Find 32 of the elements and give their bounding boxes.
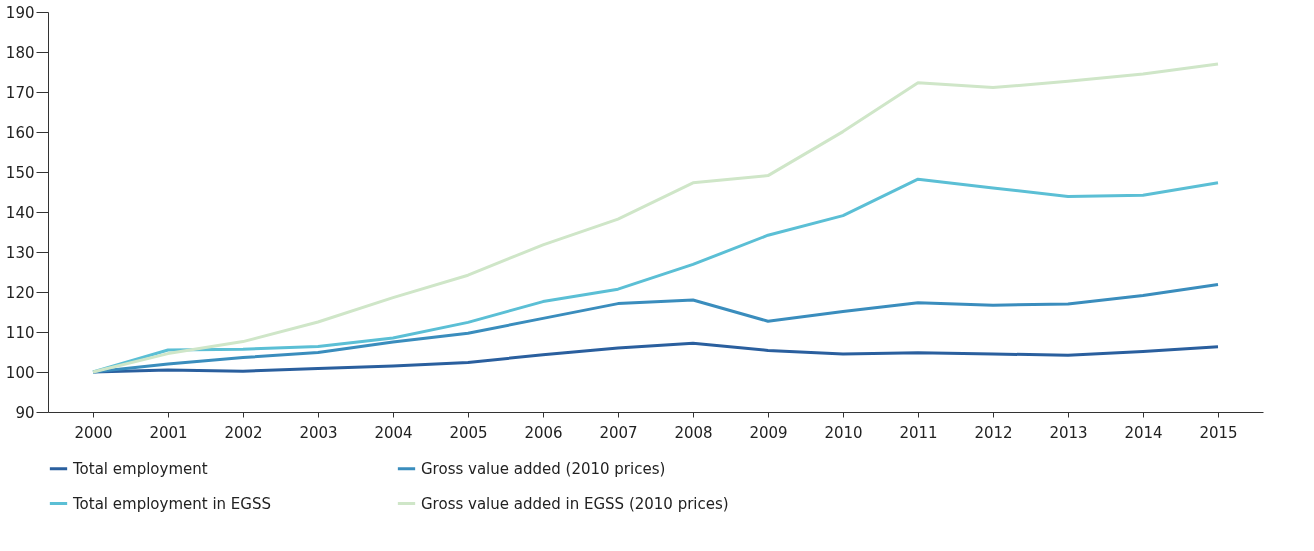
legend-label: Gross value added in EGSS (2010 prices) — [421, 494, 729, 513]
y-tick-label: 170 — [5, 83, 35, 102]
x-tick-label: 2012 — [974, 423, 1013, 442]
x-tick-label: 2006 — [524, 423, 563, 442]
y-tick-label: 120 — [5, 283, 35, 302]
legend-label: Total employment — [72, 459, 208, 478]
x-tick-label: 2013 — [1049, 423, 1088, 442]
y-tick-label: 160 — [5, 123, 35, 142]
x-tick-label: 2015 — [1199, 423, 1238, 442]
x-tick-label: 2008 — [674, 423, 713, 442]
x-tick-label: 2011 — [899, 423, 938, 442]
legend-label: Total employment in EGSS — [72, 494, 271, 513]
x-tick-label: 2001 — [149, 423, 188, 442]
x-tick-label: 2014 — [1124, 423, 1163, 442]
legend-label: Gross value added (2010 prices) — [421, 459, 666, 478]
y-tick-label: 100 — [5, 363, 35, 382]
x-tick-label: 2004 — [374, 423, 413, 442]
x-tick-label: 2000 — [74, 423, 113, 442]
x-tick-label: 2002 — [224, 423, 263, 442]
x-tick-label: 2003 — [299, 423, 338, 442]
x-tick-label: 2010 — [824, 423, 863, 442]
x-tick-label: 2007 — [599, 423, 638, 442]
y-tick-label: 140 — [5, 203, 35, 222]
x-tick-label: 2005 — [449, 423, 488, 442]
y-tick-label: 110 — [5, 323, 35, 342]
line-series — [91, 62, 1220, 374]
y-tick-label: 180 — [5, 43, 35, 62]
y-tick-label: 130 — [5, 243, 35, 262]
x-tick-label: 2009 — [749, 423, 788, 442]
y-tick-label: 90 — [15, 403, 35, 422]
y-tick-label: 190 — [5, 3, 35, 22]
y-tick-label: 150 — [5, 163, 35, 182]
